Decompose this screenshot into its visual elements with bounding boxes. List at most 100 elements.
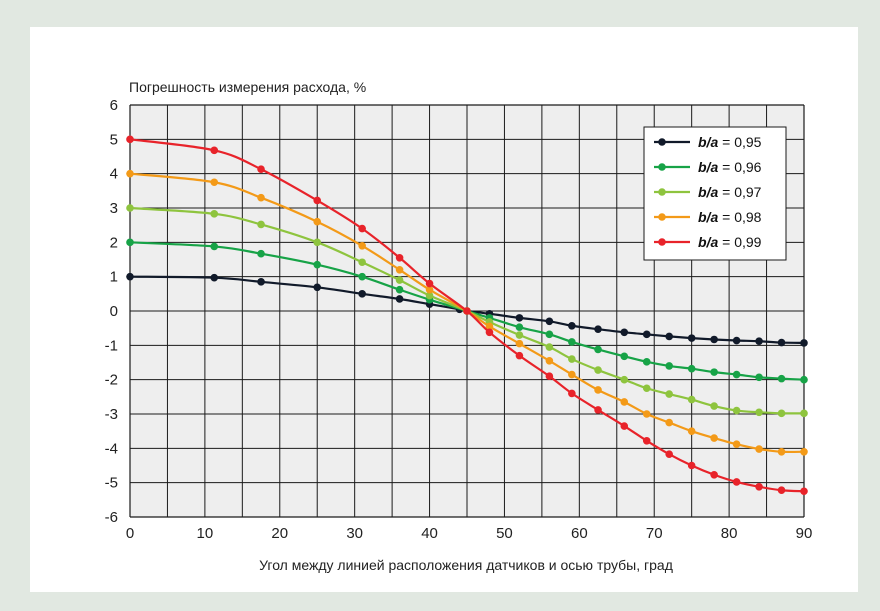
data-point [257,165,265,174]
data-point [257,278,265,286]
x-tick-label: 40 [421,525,438,542]
data-point [358,224,366,233]
data-point [800,487,808,496]
y-tick-label: 4 [110,166,118,183]
y-tick-label: 1 [110,269,118,286]
data-point [777,338,786,347]
data-point [665,332,673,341]
data-point [425,279,434,288]
data-point [568,370,576,379]
data-point [800,409,808,418]
series-3 [126,204,808,418]
series-5 [126,135,808,496]
data-point [545,356,554,365]
series-line [129,172,805,454]
data-point [732,370,741,379]
data-point [358,272,366,281]
x-tick-label: 80 [721,525,738,542]
data-point [210,210,219,218]
data-point [210,178,219,187]
line-chart: Погрешность измерения расхода, % 0 10 20 30… [105,79,813,573]
data-point [545,330,554,339]
data-point [210,146,219,155]
data-point [620,422,629,430]
data-point [594,406,602,414]
data-point [710,335,718,344]
legend-swatch-marker [658,213,666,221]
y-tick-label: 2 [110,234,118,251]
data-point [710,434,718,442]
data-point [515,314,524,322]
data-point [395,253,404,262]
data-point [257,193,265,202]
data-point [313,260,322,269]
data-point [687,395,696,404]
data-point [687,427,696,435]
data-point [515,323,524,331]
data-point [313,238,322,247]
legend-swatch-marker [658,238,666,246]
data-point [732,440,741,449]
data-point [687,461,696,470]
legend-swatch-marker [658,188,666,196]
legend-swatch-marker [658,163,666,171]
data-point [257,249,265,258]
data-point [665,450,673,458]
legend-label-value: = 0,98 [718,209,761,225]
y-axis-label: Погрешность измерения расхода, % [129,79,366,95]
data-point [515,351,524,360]
legend-label-key: b/a [698,184,718,200]
data-point [545,372,554,381]
legend-box [643,126,787,261]
x-tick-label: 20 [271,525,288,542]
x-tick-label: 50 [496,525,513,542]
data-point [210,242,219,251]
data-point [665,362,673,370]
y-tick-label: -6 [105,509,118,526]
data-point [800,375,808,384]
data-point [710,402,718,410]
legend-item: b/a = 0,99 [654,234,762,250]
series-2 [126,238,808,384]
x-tick-label: 60 [571,525,588,542]
data-point [425,291,434,300]
data-point [313,196,322,205]
x-tick-label: 30 [346,525,363,542]
legend-item: b/a = 0,96 [654,159,762,175]
data-point [210,273,219,282]
data-point [395,295,404,303]
y-tick-label: -5 [105,475,118,492]
x-tick-label: 90 [796,525,813,542]
data-point [665,390,673,398]
data-point [126,135,134,144]
data-point [642,436,651,445]
data-point [425,285,434,294]
data-point [777,447,786,456]
legend-label-value: = 0,97 [718,184,761,200]
data-point [642,384,651,393]
data-point [395,285,404,294]
data-point [126,204,134,212]
legend-label-key: b/a [698,234,718,250]
data-point [594,366,602,374]
data-point [777,374,786,383]
data-point [395,276,404,284]
legend-item: b/a = 0,97 [654,184,762,200]
data-point [568,389,576,398]
legend: b/a = 0,95b/a = 0,96b/a = 0,97b/a = 0,98… [643,126,787,261]
data-point [732,478,741,486]
data-point [755,482,763,491]
series-line [129,206,805,415]
y-tick-label: 6 [110,97,118,114]
data-point [732,336,741,345]
data-point [568,355,576,363]
data-point [620,398,629,406]
data-point [126,272,134,281]
series-line [129,241,805,381]
data-point [594,345,602,354]
legend-label-value: = 0,96 [718,159,761,175]
legend-item: b/a = 0,98 [654,209,762,225]
y-tick-label: -3 [105,406,118,423]
data-point [358,290,366,298]
data-point [620,328,629,337]
